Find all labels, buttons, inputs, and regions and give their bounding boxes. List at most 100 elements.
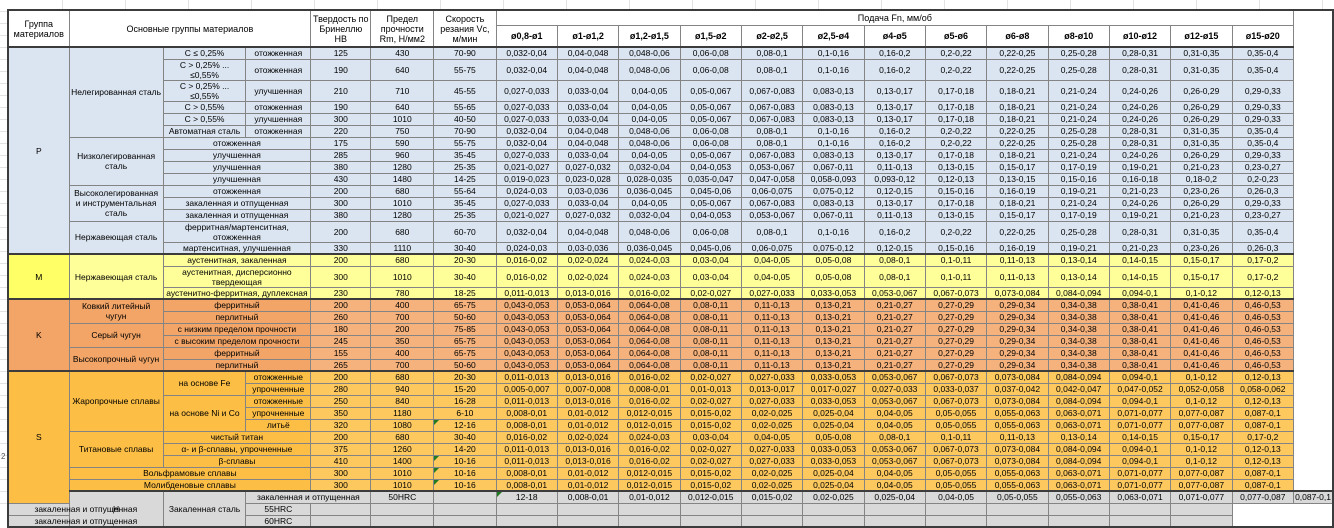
speed-cell[interactable]: 65-75 xyxy=(433,334,497,348)
strength-cell[interactable]: 1010 xyxy=(370,196,435,210)
feed-value-cell[interactable]: 0,083-0,13 xyxy=(802,79,865,102)
feed-value-cell[interactable]: 0,027-0,033 xyxy=(495,79,558,102)
feed-value-cell[interactable] xyxy=(1170,502,1233,516)
material-label-cell[interactable]: на основе Ni и Co xyxy=(162,394,247,432)
feed-value-cell[interactable]: 0,048-0,06 xyxy=(618,136,681,150)
feed-value-cell[interactable]: 0,24-0,26 xyxy=(1108,112,1172,126)
header-main-groups[interactable]: Основные группы материалов xyxy=(68,9,312,48)
speed-cell[interactable]: 16-28 xyxy=(433,394,497,408)
feed-value-cell[interactable]: 0,34-0,38 xyxy=(1047,358,1110,372)
feed-value-cell[interactable]: 0,28-0,31 xyxy=(1108,124,1172,138)
feed-value-cell[interactable]: 0,17-0,18 xyxy=(924,112,988,126)
feed-value-cell[interactable]: 0,094-0,1 xyxy=(1108,454,1172,468)
strength-cell[interactable]: 200 xyxy=(370,322,435,336)
feed-value-cell[interactable]: 0,073-0,084 xyxy=(986,442,1049,456)
hardness-cell[interactable]: 220 xyxy=(310,124,372,138)
strength-cell[interactable]: 350 xyxy=(370,334,435,348)
feed-value-cell[interactable]: 0,027-0,033 xyxy=(495,112,558,126)
feed-value-cell[interactable]: 0,027-0,032 xyxy=(556,160,620,174)
strength-cell[interactable]: 1010 xyxy=(370,265,435,288)
feed-value-cell[interactable]: 0,016-0,02 xyxy=(618,286,681,300)
feed-value-cell[interactable]: 0,46-0,53 xyxy=(1231,358,1295,372)
feed-value-cell[interactable]: 0,08-0,1 xyxy=(740,220,804,243)
feed-value-cell[interactable]: 0,08-0,1 xyxy=(740,46,804,60)
feed-value-cell[interactable]: 0,11-0,13 xyxy=(986,265,1049,288)
feed-value-cell[interactable] xyxy=(556,502,620,516)
hardness-cell[interactable]: 300 xyxy=(310,466,372,480)
feed-value-cell[interactable]: 0,12-0,13 xyxy=(1231,442,1295,456)
diameter-column-header[interactable]: ø15-ø20 xyxy=(1231,24,1295,48)
feed-value-cell[interactable]: 0,015-0,02 xyxy=(740,490,804,504)
feed-value-cell[interactable]: 0,27-0,29 xyxy=(924,298,988,312)
material-label-cell[interactable]: улучшенная xyxy=(162,160,312,174)
feed-value-cell[interactable]: 0,26-0,29 xyxy=(1170,100,1233,114)
speed-cell[interactable]: 18-25 xyxy=(433,286,497,300)
feed-value-cell[interactable]: 0,067-0,083 xyxy=(740,196,804,210)
feed-value-cell[interactable] xyxy=(740,502,804,516)
material-label-cell[interactable]: ферритная/мартенситная, отожженная xyxy=(162,220,312,243)
feed-value-cell[interactable]: 0,028-0,035 xyxy=(618,172,681,186)
material-label-cell[interactable]: C > 0,25% ... ≤0,55% xyxy=(162,79,247,102)
feed-value-cell[interactable]: 0,073-0,084 xyxy=(986,454,1049,468)
feed-value-cell[interactable]: 0,047-0,052 xyxy=(1108,382,1172,396)
feed-value-cell[interactable]: 0,03-0,04 xyxy=(679,253,742,267)
feed-value-cell[interactable]: 0,013-0,016 xyxy=(556,370,620,384)
strength-cell[interactable]: 700 xyxy=(370,358,435,372)
feed-value-cell[interactable]: 0,41-0,46 xyxy=(1170,310,1233,324)
feed-value-cell[interactable]: 0,087-0,1 xyxy=(1293,490,1334,504)
feed-value-cell[interactable]: 0,071-0,077 xyxy=(1108,418,1172,432)
feed-value-cell[interactable]: 0,08-0,1 xyxy=(740,136,804,150)
feed-value-cell[interactable]: 0,13-0,17 xyxy=(863,112,926,126)
strength-cell[interactable]: 430 xyxy=(370,46,435,60)
feed-value-cell[interactable]: 0,027-0,033 xyxy=(740,286,804,300)
feed-value-cell[interactable]: 0,064-0,08 xyxy=(618,310,681,324)
strength-cell[interactable]: 1010 xyxy=(370,478,435,492)
feed-value-cell[interactable]: 0,04-0,05 xyxy=(863,418,926,432)
feed-value-cell[interactable]: 0,1-0,11 xyxy=(924,265,988,288)
material-label-cell[interactable]: улучшенная xyxy=(245,79,312,102)
feed-value-cell[interactable]: 0,02-0,027 xyxy=(679,286,742,300)
feed-value-cell[interactable]: 0,04-0,048 xyxy=(556,136,620,150)
speed-cell[interactable]: 20-30 xyxy=(433,370,497,384)
feed-value-cell[interactable]: 0,016-0,02 xyxy=(618,454,681,468)
hardness-cell[interactable]: 200 xyxy=(310,253,372,267)
feed-value-cell[interactable]: 0,075-0,12 xyxy=(802,241,865,255)
diameter-column-header[interactable]: ø8-ø10 xyxy=(1047,24,1110,48)
feed-value-cell[interactable] xyxy=(1108,502,1172,516)
feed-value-cell[interactable]: 0,008-0,01 xyxy=(556,490,620,504)
speed-cell[interactable]: 35-45 xyxy=(433,196,497,210)
feed-value-cell[interactable]: 0,04-0,05 xyxy=(618,100,681,114)
speed-cell[interactable]: 14-20 xyxy=(433,442,497,456)
material-label-cell[interactable]: Автоматная сталь xyxy=(162,124,247,138)
speed-cell[interactable]: 14-25 xyxy=(433,172,497,186)
feed-value-cell[interactable]: 0,08-0,1 xyxy=(740,124,804,138)
material-label-cell[interactable]: Нержавеющая сталь xyxy=(68,253,164,300)
feed-value-cell[interactable]: 0,053-0,064 xyxy=(556,334,620,348)
strength-cell[interactable]: 590 xyxy=(370,136,435,150)
feed-value-cell[interactable]: 0,04-0,048 xyxy=(556,46,620,60)
feed-value-cell[interactable]: 0,15-0,17 xyxy=(1170,265,1233,288)
feed-value-cell[interactable]: 0,027-0,033 xyxy=(495,148,558,162)
feed-value-cell[interactable]: 0,067-0,11 xyxy=(802,160,865,174)
feed-value-cell[interactable]: 0,13-0,17 xyxy=(863,196,926,210)
feed-value-cell[interactable] xyxy=(863,502,926,516)
feed-value-cell[interactable]: 0,01-0,012 xyxy=(556,466,620,480)
feed-value-cell[interactable]: 0,084-0,094 xyxy=(1047,394,1110,408)
feed-value-cell[interactable]: 0,027-0,033 xyxy=(740,454,804,468)
strength-cell[interactable]: 680 xyxy=(370,430,435,444)
feed-value-cell[interactable]: 0,1-0,12 xyxy=(1170,370,1233,384)
speed-cell[interactable]: 12-18 xyxy=(495,490,558,504)
feed-value-cell[interactable]: 0,02-0,025 xyxy=(802,490,865,504)
feed-value-cell[interactable]: 0,34-0,38 xyxy=(1047,322,1110,336)
diameter-column-header[interactable]: ø12-ø15 xyxy=(1170,24,1233,48)
feed-value-cell[interactable]: 0,17-0,19 xyxy=(1047,208,1110,222)
material-label-cell[interactable]: аустенитная, дисперсионно твердеющая xyxy=(162,265,312,288)
feed-value-cell[interactable]: 0,19-0,21 xyxy=(1047,184,1110,198)
feed-value-cell[interactable]: 0,27-0,29 xyxy=(924,346,988,360)
feed-value-cell[interactable]: 0,12-0,13 xyxy=(924,172,988,186)
material-label-cell[interactable]: закаленная и отпущенная xyxy=(7,514,164,528)
material-label-cell[interactable]: на основе Fe xyxy=(162,370,247,396)
feed-value-cell[interactable]: 0,045-0,06 xyxy=(679,241,742,255)
feed-value-cell[interactable]: 0,28-0,31 xyxy=(1108,58,1172,81)
feed-value-cell[interactable]: 0,1-0,12 xyxy=(1170,442,1233,456)
